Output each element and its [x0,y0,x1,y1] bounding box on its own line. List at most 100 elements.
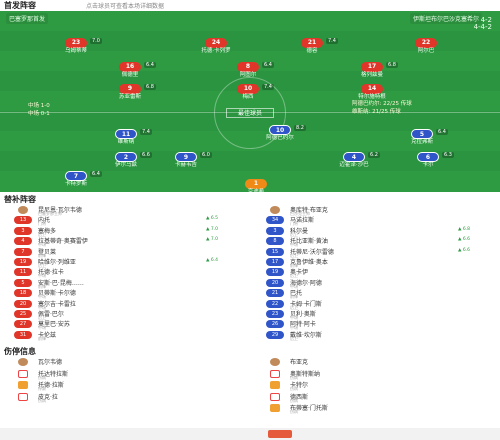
injury-reason: 伤病 [290,386,298,391]
bench-row[interactable]: 18 贝蒂斯·卡尔德 中场 [0,288,240,299]
bench-row[interactable]: 29 戴维·坎尔斯 后卫 [252,330,492,341]
bench-number: 19 [266,268,284,277]
home-player[interactable]: 24 托德·卡列罗 [186,38,246,55]
injury-row[interactable]: 皮克·拉 伤病 [0,392,240,404]
injury-icon [18,381,28,389]
bench-row[interactable]: 11 托德·拉卡 中场 [0,267,240,279]
bench-row[interactable]: 8 托比亚斯·黄油 中场 ▲ 6.6 [252,236,492,248]
sub-event: ▲ 7.0 [206,226,219,232]
bench-player-name: 拉基蒂奇·奥赛雷伊 [38,238,88,246]
bench-player-position: 中场 [38,304,46,310]
home-player[interactable]: 9 苏亚雷斯 6.8 [100,84,160,101]
player-name: 特尔施特根 [358,94,386,100]
player-name: 德容 [306,48,318,54]
bench-number: 20 [14,299,32,308]
home-player[interactable]: 14 特尔施特根 [342,84,402,101]
home-player[interactable]: 21 德容 7.4 [282,38,342,55]
home-player[interactable]: 23 乌姆蒂蒂 7.0 [46,38,106,55]
coach-avatar-icon [18,206,28,214]
coach-avatar-icon [270,206,280,214]
injury-row[interactable]: 瓦尔韦德 [0,357,240,369]
bench-row[interactable]: 15 托蒂尼·沃尔雷德 后卫 ▲ 6.6 [252,247,492,258]
bench-row[interactable]: 5 安斯·巴·昆梅…… 前锋 [0,278,240,289]
injury-row[interactable]: 奥斯特斯纳 伤病 [252,369,492,381]
away-player[interactable]: 5 克拉弗斯 6.4 [392,129,452,146]
bench-player-position: 后卫 [38,262,46,268]
player-name: 克拉弗斯 [410,139,433,145]
bench-row[interactable]: 22 卡姆·卡门斯 后卫 [252,299,492,310]
bench-row[interactable]: 3 科尔曼 后卫 ▲ 6.8 [252,226,492,237]
bench-row[interactable]: 20 海德尔·阿德 中场 [252,278,492,289]
player-rating: 6.0 [200,152,212,158]
bench-player-position: 中场 [38,273,46,279]
bench-player-position: 前锋 [290,294,298,300]
formation-bottom: 4-4-2 [473,23,492,31]
bench-row[interactable]: 20 塞尔吉·卡雷拉 中场 [0,299,240,310]
away-player[interactable]: 10 阿德巴约尔 8.2 [250,125,310,142]
bench-row[interactable]: 19 哈维尔·列维亚 后卫 ▲ 6.4 [0,257,240,268]
injury-row[interactable]: 托德·拉斯 停赛 [0,380,240,392]
bench-row[interactable]: 13 内托 门将 ▲ 6.5 [0,215,240,227]
injury-row[interactable]: 托达特拉斯 伤病 [0,369,240,381]
away-bench-list: 奥库特·布亚克 巴沙克主帅 34 马诺拉斯 门将 3 科尔曼 后卫 ▲ 6.8 8 托比亚斯·黄油中… [252,205,492,341]
bench-number: 31 [14,330,32,339]
player-jersey: 9 [119,84,141,94]
bench-player-position: 中场 [290,242,298,248]
injured-player-name: 皮克·拉 [38,393,58,401]
bench-row[interactable]: 19 奥卡伊 后卫 [252,267,492,278]
bench-row[interactable]: 7 登贝莱 前锋 [0,247,240,258]
bench-player-position: 中场 [290,314,298,320]
bench-row[interactable]: 31 卡伦兹 前锋 [0,330,240,341]
player-name: 格列兹曼 [360,72,383,78]
pitch-stripe [0,31,500,51]
home-player[interactable]: 22 阿尔巴 [396,38,456,55]
bench-player-position: 巴沙克主帅 [290,211,310,216]
bench-row[interactable]: 17 克鲁伊维·奥本 前锋 [252,257,492,268]
bench-player-position: 前锋 [38,252,46,258]
bench-title: 替补阵容 [4,195,36,204]
bench-player-position: 门将 [38,221,46,227]
away-player[interactable]: 7 卡特罗斯 6.4 [46,171,106,188]
away-player[interactable]: 4 迈霍泽·沙巴 6.2 [324,152,384,169]
injury-row[interactable]: 布亚克 [252,357,492,369]
header: 首发阵容 点击球员可查看本场详细数据 [0,0,500,11]
player-jersey: 22 [415,38,437,48]
away-player[interactable]: 1 京迪希 [226,179,286,192]
bench-row[interactable]: 昆尼恩·瓦尔韦德 巴塞罗那主帅 [0,205,240,216]
bench-player-position: 门将 [290,221,298,227]
bench-player-name: 安斯·巴·昆梅…… [38,279,84,287]
injury-row[interactable]: 布蒂塞·门托斯 伤病 [252,403,492,415]
away-player[interactable]: 11 维斯纳 7.4 [96,129,156,146]
bench-row[interactable]: 21 巴托 前锋 [252,288,492,300]
injury-row[interactable]: 德西斯 伤病 [252,392,492,404]
bench-row[interactable]: 27 莫里巴·安苏 中场 [0,319,240,330]
home-player[interactable]: 10 梅西 7.4 [218,84,278,101]
coach-avatar-icon [18,358,28,366]
injured-player-name: 托德·拉斯 [38,382,64,389]
player-jersey: 9 [175,152,197,162]
bench-row[interactable]: 3 塞梅多 后卫 ▲ 7.0 [0,226,240,237]
bench-row[interactable]: 4 拉基蒂奇·奥赛雷伊 中场 ▲ 7.0 [0,236,240,247]
bench-player-name: 托德·拉卡 [38,269,64,277]
formation-top: 4-2 [480,16,492,24]
player-jersey: 17 [361,62,383,72]
away-player[interactable]: 9 卡赫韦吉 6.0 [156,152,216,169]
pitch-event: 中场 1-0 [28,103,50,109]
bench-player-name: 内托 [38,217,51,225]
home-player[interactable]: 16 佩德里 6.4 [100,62,160,79]
bench-row[interactable]: 23 贝利·奥斯 中场 [252,309,492,320]
bench-row[interactable]: 34 马诺拉斯 门将 [252,215,492,227]
bench-row[interactable]: 25 佩雷·巴尔 后卫 [0,309,240,320]
injury-row[interactable]: 卡特尔 伤病 [252,380,492,392]
bench-player-position: 巴塞罗那主帅 [38,211,62,216]
home-player[interactable]: 17 格列兹曼 6.8 [342,62,402,79]
away-player[interactable]: 2 伊尔马兹 6.6 [96,152,156,169]
bench-player-name: 莫里巴·安苏 [38,321,70,329]
bench-row[interactable]: 26 阿特·阿卡 中场 [252,319,492,330]
away-player[interactable]: 6 卡尔 6.3 [398,152,458,169]
coach-avatar-icon [270,358,280,366]
bench-row[interactable]: 奥库特·布亚克 巴沙克主帅 [252,205,492,216]
more-button[interactable] [268,430,292,438]
center-circle [214,77,286,149]
home-player[interactable]: 8 阿图尔 6.4 [218,62,278,79]
